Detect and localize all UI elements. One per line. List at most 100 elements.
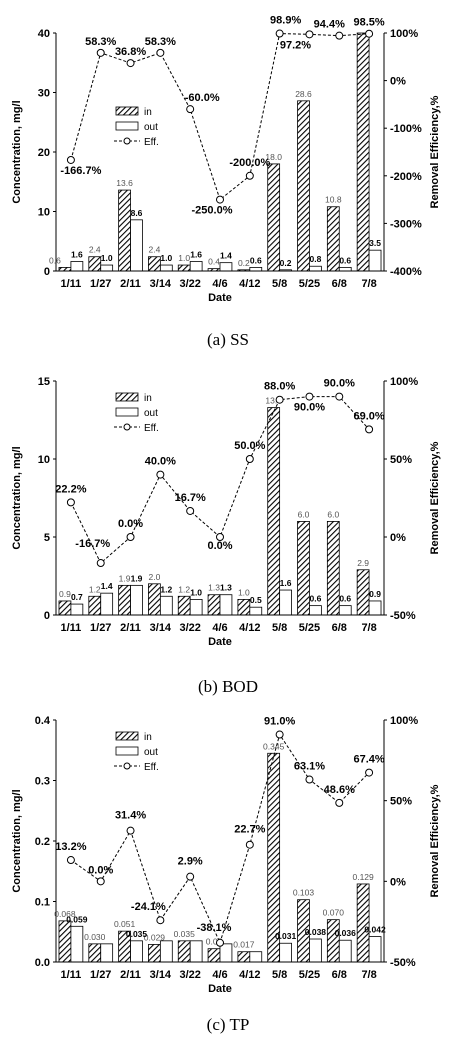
eff-label: 58.3%	[145, 36, 176, 48]
x-tick-label: 6/8	[332, 622, 347, 634]
bar-out-label: 1.0	[101, 253, 113, 263]
bar-in-label: 1.9	[119, 573, 131, 583]
bar-out-label: 8.6	[131, 208, 143, 218]
eff-label: 67.4%	[353, 754, 384, 766]
y-right-tick-label: -400%	[390, 266, 422, 278]
bar-in	[177, 595, 191, 616]
eff-point	[66, 155, 75, 164]
eff-point	[156, 48, 165, 57]
eff-point	[66, 856, 75, 865]
x-tick-label: 4/6	[212, 278, 227, 290]
y-left-tick-label: 30	[38, 88, 50, 100]
x-tick-label: 7/8	[361, 278, 376, 290]
bar-in-label: 2.9	[357, 558, 369, 568]
bar-out-label: 3.5	[369, 238, 381, 248]
x-tick-label: 5/25	[299, 622, 320, 634]
x-tick-label: 5/8	[272, 969, 287, 981]
bar-out	[249, 267, 263, 272]
eff-label: -24.1%	[131, 901, 166, 913]
bar-in-label: 0.030	[84, 932, 106, 942]
chart-panel-1: 0 10 20 30 40 -400% -300% -200% -100% 0% 100% 1/11 1…	[11, 15, 441, 349]
legend-label-in: in	[144, 107, 152, 118]
eff-point	[186, 872, 195, 881]
bar-in	[148, 256, 161, 272]
bar-in	[207, 594, 221, 616]
legend-label-out: out	[144, 747, 158, 758]
bar-out-label: 0.038	[305, 927, 327, 937]
bar-out-label: 0.6	[339, 255, 351, 265]
bar-out	[219, 594, 233, 616]
eff-point	[156, 916, 165, 925]
y-left-tick-label: 40	[38, 28, 50, 40]
y-left-tick-label: 10	[38, 207, 50, 219]
eff-label: -200.0%	[229, 157, 270, 169]
bar-out	[279, 942, 292, 963]
eff-point	[365, 425, 374, 434]
legend-swatch-out	[115, 407, 139, 417]
x-tick-label: 4/12	[239, 278, 260, 290]
bar-out-label: 0.5	[250, 595, 262, 605]
eff-point	[126, 59, 135, 68]
y-left-tick-label: 0.4	[35, 715, 51, 727]
bar-out	[159, 595, 173, 616]
chart-panel-3: 0.0 0.1 0.2 0.3 0.4 -50% 0% 50% 100% 1/11 1/27 2/11…	[11, 715, 441, 1034]
bar-out	[100, 264, 114, 272]
y-left-axis-title: Concentration, mg/l	[11, 446, 23, 549]
eff-label: 91.0%	[264, 716, 295, 728]
x-tick-label: 5/8	[272, 622, 287, 634]
bar-out-label: 1.6	[190, 249, 202, 259]
eff-point	[156, 470, 165, 479]
bar-out	[130, 584, 143, 616]
panel-caption: (c) TP	[207, 1015, 250, 1034]
bar-in-label: 0.035	[174, 929, 196, 939]
bar-in	[267, 407, 281, 616]
bar-in-label: 28.6	[295, 89, 312, 99]
legend-label-in: in	[144, 732, 152, 743]
eff-label: 40.0%	[145, 456, 176, 468]
x-tick-label: 5/8	[272, 278, 287, 290]
bar-in-label: 0.9	[59, 589, 71, 599]
eff-label: 69.0%	[353, 410, 384, 422]
eff-label: 58.3%	[85, 36, 116, 48]
bar-in-label: 0.103	[293, 888, 315, 898]
bar-in-label: 1.0	[178, 253, 190, 263]
eff-label: -250.0%	[192, 205, 233, 217]
bar-in	[148, 583, 161, 616]
y-right-tick-label: 50%	[390, 454, 412, 466]
bar-out	[368, 936, 382, 963]
bar-in	[297, 521, 310, 616]
bar-in	[237, 951, 251, 963]
bar-in-label: 13.6	[116, 178, 133, 188]
x-tick-label: 4/12	[239, 622, 260, 634]
bar-in	[88, 595, 102, 616]
bar-out	[130, 219, 143, 272]
eff-label: -38.1%	[197, 922, 232, 934]
eff-label: -166.7%	[60, 165, 101, 177]
y-right-tick-label: 100%	[390, 376, 418, 388]
bar-out	[159, 940, 173, 963]
eff-label: 97.2%	[280, 39, 311, 51]
eff-label: 98.5%	[353, 17, 384, 29]
bar-in-label: 0.017	[233, 940, 255, 950]
eff-label: 13.2%	[55, 841, 86, 853]
eff-point	[245, 455, 254, 463]
y-right-axis-title: Removal Efficiency,%	[429, 784, 441, 897]
bar-in-label: 6.0	[298, 509, 310, 519]
eff-point	[305, 392, 314, 401]
y-left-tick-label: 0.2	[35, 836, 50, 848]
bar-in	[58, 267, 72, 272]
eff-label: 48.6%	[324, 784, 355, 796]
eff-point	[245, 840, 254, 849]
bar-out	[70, 261, 84, 272]
eff-label: 0.0%	[88, 864, 113, 876]
eff-label: 0.0%	[118, 518, 143, 530]
y-left-tick-label: 15	[38, 376, 50, 388]
bar-in-label: 1.2	[89, 584, 101, 594]
legend-swatch-in	[115, 731, 139, 741]
y-right-tick-label: -50%	[390, 957, 416, 969]
eff-label: 16.7%	[175, 492, 206, 504]
x-tick-label: 1/27	[90, 969, 111, 981]
bar-in	[177, 940, 191, 963]
x-tick-label: 6/8	[332, 969, 347, 981]
